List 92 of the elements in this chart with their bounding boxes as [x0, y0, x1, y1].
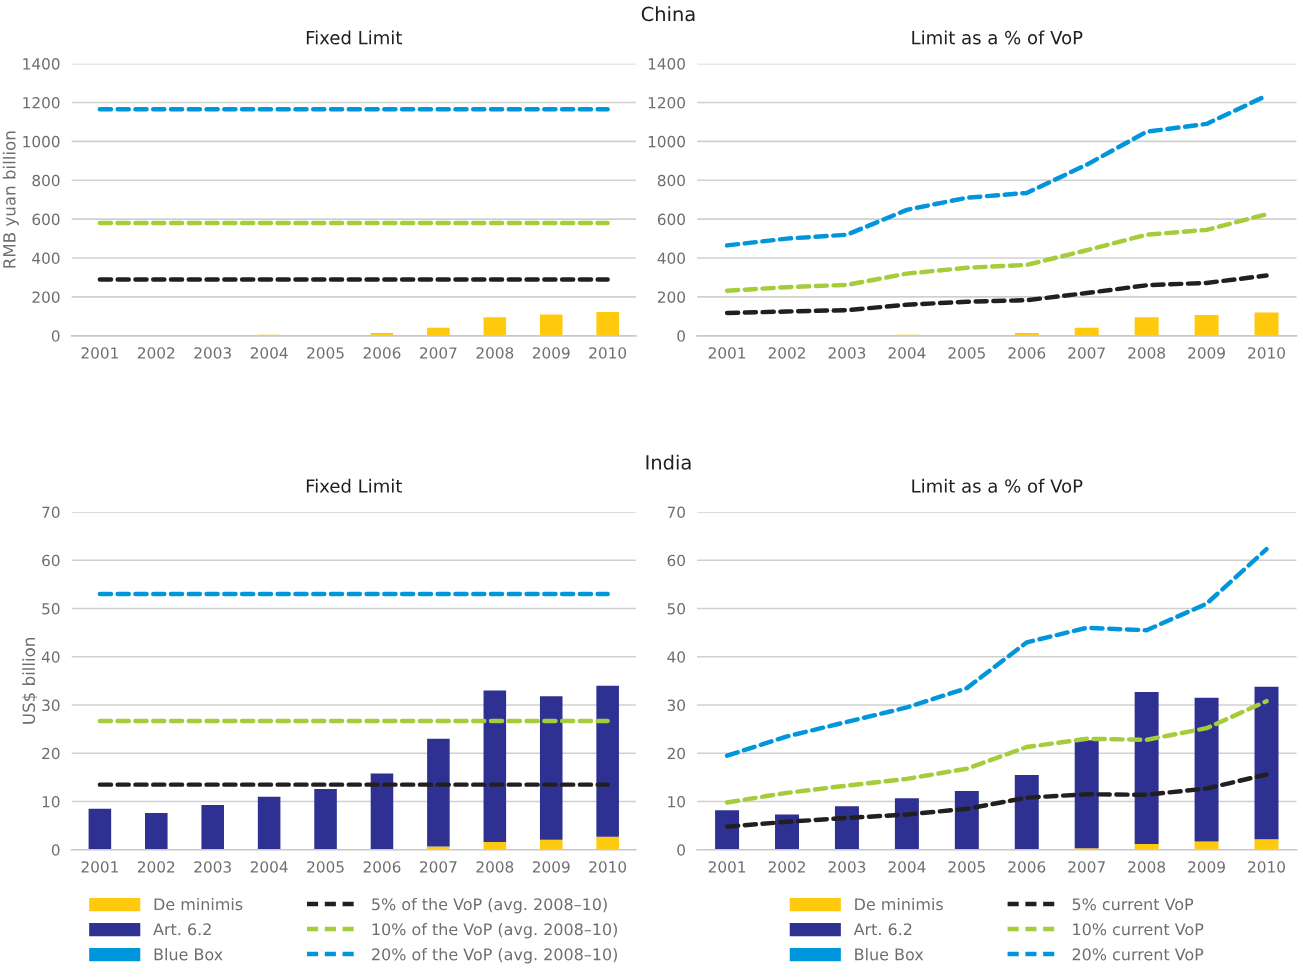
y-tick-label: 1200	[648, 96, 685, 109]
x-tick-label: 2009	[1188, 347, 1225, 359]
y-axis-title: US$ billion	[22, 638, 38, 724]
x-tick-label: 2005	[307, 347, 344, 359]
x-tick-label: 2007	[420, 347, 457, 359]
x-tick-label: 2010	[1248, 861, 1285, 873]
x-tick-label: 2004	[250, 861, 288, 873]
x-tick-label: 2002	[768, 861, 805, 873]
x-tick-label: 2003	[194, 347, 231, 359]
y-tick-label: 0	[51, 844, 60, 856]
x-tick-label: 2006	[1008, 347, 1046, 359]
x-tick-label: 2004	[250, 347, 288, 359]
y-tick-label: 30	[42, 699, 60, 712]
x-tick-label: 2007	[1068, 861, 1105, 873]
x-tick-label: 2003	[828, 861, 866, 873]
x-tick-label: 2008	[476, 347, 514, 359]
y-tick-label: 10	[668, 795, 685, 808]
y-axis-title: RMB yuan billion	[2, 131, 19, 268]
text: India	[646, 454, 691, 470]
x-tick-label: 2001	[81, 347, 118, 359]
x-tick-label: 2004	[888, 861, 926, 873]
x-tick-label: 2002	[137, 861, 175, 873]
y-tick-label: 0	[677, 330, 685, 342]
y-tick-label: 40	[667, 651, 685, 663]
y-tick-label: 1200	[23, 96, 60, 109]
y-tick-label: 1400	[648, 58, 685, 70]
x-tick-label: 2006	[363, 861, 401, 873]
y-tick-label: 200	[657, 291, 685, 303]
y-tick-label: 30	[667, 699, 685, 712]
y-tick-label: 50	[42, 602, 60, 615]
x-tick-label: 2008	[1128, 347, 1166, 359]
x-tick-label: 2005	[307, 861, 344, 873]
y-tick-label: 600	[657, 213, 685, 226]
text: China	[641, 6, 695, 22]
y-tick-label: 60	[42, 554, 60, 567]
x-tick-label: 2009	[1188, 861, 1225, 873]
x-tick-label: 2008	[476, 861, 514, 873]
legend-label: 5% current VoP	[1072, 898, 1194, 911]
chart-title: Fixed Limit	[306, 30, 402, 45]
legend-label: Blue Box	[154, 948, 223, 961]
y-tick-label: 70	[42, 506, 60, 519]
legend-label: 20% of the VoP (avg. 2008–10)	[372, 948, 617, 964]
legend-label: Blue Box	[855, 948, 924, 961]
y-tick-label: 0	[677, 844, 685, 856]
x-tick-label: 2005	[948, 347, 985, 359]
x-tick-label: 2006	[1008, 861, 1046, 873]
y-tick-label: 600	[32, 213, 60, 226]
chart-title: Fixed Limit	[306, 478, 402, 493]
x-tick-label: 2002	[768, 347, 805, 359]
y-tick-label: 10	[42, 795, 60, 808]
legend-label: Art. 6.2	[153, 923, 211, 936]
x-tick-label: 2003	[828, 347, 866, 359]
x-tick-label: 2003	[194, 861, 231, 873]
x-tick-label: 2001	[708, 347, 746, 359]
y-tick-label: 50	[667, 602, 685, 615]
x-tick-label: 2008	[1128, 861, 1166, 873]
legend-label: 5% of the VoP (avg. 2008–10)	[372, 897, 607, 914]
y-tick-label: 1000	[23, 135, 60, 148]
x-tick-label: 2007	[420, 861, 457, 873]
y-tick-label: 1400	[23, 58, 60, 70]
legend-label: Art. 6.2	[853, 923, 912, 936]
y-tick-label: 1000	[648, 135, 685, 148]
y-tick-label: 20	[667, 747, 685, 760]
chart-title: Limit as a % of VoP	[912, 30, 1083, 45]
x-tick-label: 2009	[532, 347, 570, 359]
legend-label: 20% current VoP	[1072, 948, 1204, 961]
y-tick-label: 20	[42, 747, 60, 760]
x-tick-label: 2005	[948, 861, 985, 873]
x-tick-label: 2002	[137, 347, 175, 359]
y-tick-label: 200	[32, 291, 60, 303]
y-tick-label: 400	[657, 252, 685, 265]
x-tick-label: 2007	[1068, 347, 1105, 359]
y-tick-label: 70	[667, 506, 685, 519]
legend-label: De minimis	[154, 897, 243, 911]
x-tick-label: 2009	[532, 861, 570, 873]
x-tick-label: 2001	[708, 861, 746, 873]
y-tick-label: 0	[51, 330, 60, 342]
x-tick-label: 2010	[589, 861, 627, 873]
y-tick-label: 40	[41, 651, 60, 663]
legend-label: 10% current VoP	[1073, 923, 1204, 936]
x-tick-label: 2010	[1248, 347, 1285, 359]
y-tick-label: 400	[32, 252, 60, 265]
legend-label: De minimis	[855, 897, 943, 911]
x-tick-label: 2004	[888, 347, 926, 359]
chart-title: Limit as a % of VoP	[912, 478, 1083, 493]
x-tick-label: 2001	[81, 861, 118, 873]
y-tick-label: 800	[657, 174, 685, 187]
legend-label: 10% of the VoP (avg. 2008–10)	[372, 922, 617, 939]
x-tick-label: 2006	[363, 347, 401, 359]
y-tick-label: 800	[32, 174, 60, 187]
x-tick-label: 2010	[589, 347, 627, 359]
y-tick-label: 60	[667, 554, 685, 567]
